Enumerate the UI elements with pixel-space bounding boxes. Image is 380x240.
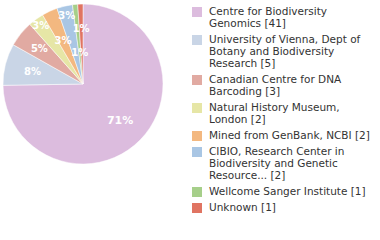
legend-item: CIBIO, Research Center in Biodiversity a… [192, 145, 376, 181]
legend-swatch [192, 7, 202, 17]
legend-label: University of Vienna, Dept of Botany and… [209, 33, 373, 69]
legend-item: Natural History Museum, London [2] [192, 101, 376, 125]
data-label: 8% [24, 66, 41, 77]
legend-swatch [192, 131, 202, 141]
legend-label: Unknown [1] [209, 201, 373, 213]
chart: 71%8%5%3%3%3%1%1% Centre for Biodiversit… [0, 0, 380, 240]
legend-item: Wellcome Sanger Institute [1] [192, 185, 376, 197]
legend-label: Wellcome Sanger Institute [1] [209, 185, 373, 197]
legend-swatch [192, 203, 202, 213]
legend-swatch [192, 147, 202, 157]
slices [3, 4, 163, 164]
legend-label: Natural History Museum, London [2] [209, 101, 373, 125]
legend-label: CIBIO, Research Center in Biodiversity a… [209, 145, 373, 181]
data-label: 3% [55, 35, 72, 46]
legend-label: Canadian Centre for DNA Barcoding [3] [209, 73, 373, 97]
legend-item: Centre for Biodiversity Genomics [41] [192, 5, 376, 29]
slice [78, 4, 83, 84]
legend-swatch [192, 35, 202, 45]
data-label: 3% [32, 20, 49, 31]
data-label: 3% [58, 10, 75, 21]
legend-label: Mined from GenBank, NCBI [2] [209, 129, 373, 141]
data-label: 1% [73, 23, 90, 34]
data-label: 71% [107, 114, 133, 127]
legend-swatch [192, 187, 202, 197]
data-label: 5% [31, 43, 48, 54]
pie-area: 71%8%5%3%3%3%1%1% [0, 0, 190, 240]
legend-item: Unknown [1] [192, 201, 376, 213]
legend-item: Mined from GenBank, NCBI [2] [192, 129, 376, 141]
legend-item: Canadian Centre for DNA Barcoding [3] [192, 73, 376, 97]
legend-swatch [192, 75, 202, 85]
legend-item: University of Vienna, Dept of Botany and… [192, 33, 376, 69]
legend-label: Centre for Biodiversity Genomics [41] [209, 5, 373, 29]
legend: Centre for Biodiversity Genomics [41] Uni… [192, 5, 376, 217]
slice [3, 4, 163, 164]
legend-swatch [192, 103, 202, 113]
data-label: 1% [71, 47, 88, 58]
data-labels: 71%8%5%3%3%3%1%1% [24, 10, 133, 127]
